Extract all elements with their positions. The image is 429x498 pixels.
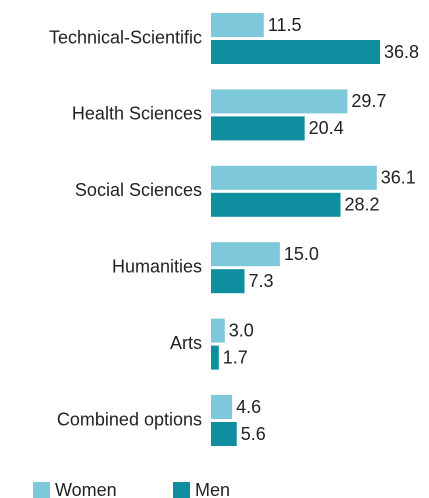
value-label: 1.7 [223, 347, 248, 367]
legend-label: Men [195, 480, 230, 498]
value-label: 20.4 [309, 118, 344, 138]
value-label: 28.2 [345, 195, 380, 215]
value-label: 4.6 [236, 397, 261, 417]
value-label: 3.0 [229, 320, 254, 340]
category-label: Humanities [112, 256, 202, 276]
value-label: 7.3 [249, 271, 274, 291]
category-label: Health Sciences [72, 104, 202, 124]
bar [211, 345, 219, 370]
bar [211, 269, 245, 294]
bar [211, 395, 233, 419]
value-label: 15.0 [284, 244, 319, 264]
bar [211, 422, 237, 446]
bar [211, 165, 377, 190]
value-label: 36.1 [381, 168, 416, 188]
category-label: Combined options [57, 409, 202, 429]
bar [211, 40, 380, 64]
legend-label: Women [55, 480, 117, 498]
bar [211, 242, 280, 267]
category-label: Technical-Scientific [49, 27, 202, 47]
bar [211, 116, 305, 141]
legend-swatch [173, 482, 190, 498]
category-label: Social Sciences [75, 180, 202, 200]
value-label: 5.6 [241, 424, 266, 444]
value-label: 11.5 [268, 15, 302, 35]
bar [211, 318, 225, 343]
value-label: 36.8 [384, 42, 419, 62]
bar [211, 89, 348, 114]
value-label: 29.7 [351, 91, 386, 111]
bar [211, 13, 264, 37]
legend-swatch [33, 482, 50, 498]
category-label: Arts [170, 333, 202, 353]
bar [211, 192, 341, 217]
